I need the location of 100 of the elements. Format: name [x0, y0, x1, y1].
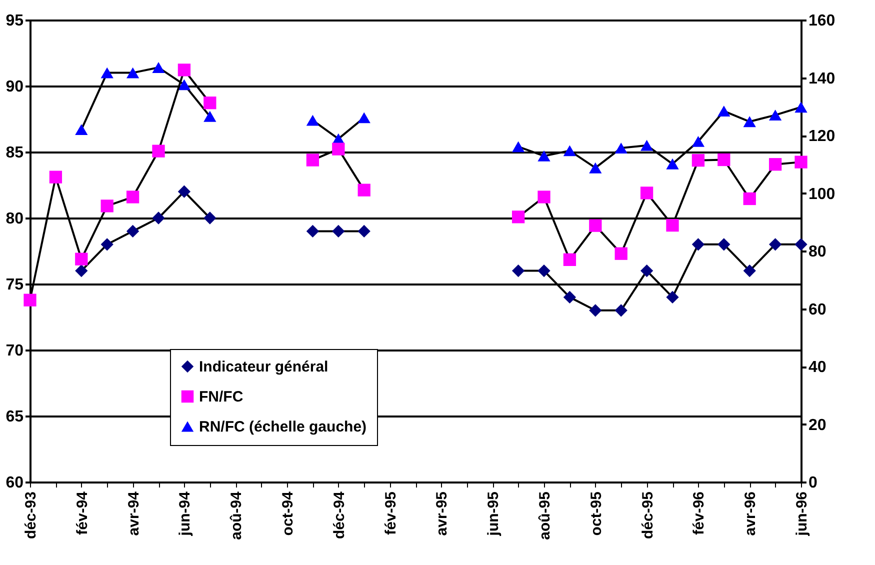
y2-tick-label: 60 — [808, 301, 826, 318]
y2-tick-label: 80 — [808, 244, 826, 260]
point — [538, 264, 550, 278]
point — [178, 185, 191, 198]
point — [692, 136, 705, 147]
point — [718, 153, 730, 166]
point — [512, 210, 525, 224]
point — [640, 140, 654, 151]
point — [75, 252, 88, 266]
point — [204, 212, 216, 224]
point — [743, 116, 756, 128]
point — [126, 67, 140, 78]
x-tick-label: avr-96 — [742, 492, 760, 536]
point — [692, 238, 705, 251]
point — [358, 112, 370, 124]
y2-tick-label: 160 — [808, 12, 836, 30]
y2-tick-label: 140 — [808, 70, 836, 88]
x-tick-label: jun-94 — [176, 490, 194, 537]
point — [563, 145, 576, 156]
legend-label: Indicateur général — [199, 358, 328, 376]
point — [75, 124, 88, 136]
point — [794, 156, 808, 168]
point — [306, 114, 320, 126]
point — [666, 158, 679, 170]
x-tick-label: avr-94 — [125, 490, 142, 536]
point — [718, 238, 730, 251]
point — [100, 238, 114, 251]
point — [614, 247, 628, 260]
y-tick-label: 90 — [6, 78, 24, 96]
point — [640, 186, 654, 200]
x-tick-label: jun-96 — [794, 492, 810, 537]
point — [563, 253, 576, 266]
point — [358, 184, 370, 196]
point — [718, 106, 730, 117]
point — [178, 64, 191, 76]
point — [306, 154, 320, 166]
x-tick-label: fév-95 — [382, 492, 400, 535]
point — [152, 144, 165, 158]
x-tick-label: déc-95 — [639, 492, 656, 540]
point — [512, 141, 525, 152]
point — [178, 79, 191, 90]
point — [152, 212, 165, 224]
y-tick-label: 70 — [6, 342, 24, 360]
point — [332, 224, 345, 238]
point — [768, 110, 782, 121]
point — [126, 224, 140, 238]
point — [204, 110, 216, 122]
point — [152, 62, 165, 73]
point — [743, 192, 756, 206]
x-tick-label: fév-96 — [690, 492, 708, 535]
point — [563, 290, 576, 304]
point — [666, 290, 679, 304]
x-tick-label: déc-93 — [22, 492, 40, 540]
point — [589, 219, 602, 232]
point — [49, 170, 62, 184]
x-tick-label: jun-95 — [485, 492, 502, 537]
y-tick-label: 65 — [6, 408, 24, 426]
point — [358, 224, 370, 238]
point — [589, 162, 602, 174]
point — [24, 294, 36, 306]
point — [332, 142, 345, 156]
x-tick-label: fév-94 — [74, 490, 91, 535]
y-tick-label: 75 — [6, 276, 24, 294]
point — [512, 264, 525, 278]
y-tick-label: 80 — [6, 210, 24, 228]
x-tick-label: aoû-94 — [228, 490, 246, 540]
point — [666, 218, 679, 232]
x-tick-label: avr-95 — [434, 492, 451, 536]
x-tick-label: oct-95 — [588, 492, 605, 536]
point — [743, 264, 756, 278]
point — [794, 238, 808, 251]
point — [794, 102, 808, 113]
y2-tick-label: 20 — [808, 416, 826, 434]
legend-label: FN/FC — [199, 388, 244, 406]
legend-label: RN/FC (échelle gauche) — [199, 418, 367, 436]
point — [204, 96, 216, 110]
point — [768, 238, 782, 251]
y2-tick-label: 120 — [808, 128, 836, 145]
x-tick-label: aoû-95 — [536, 492, 554, 540]
point — [126, 190, 140, 204]
point — [614, 304, 628, 317]
point — [306, 224, 320, 238]
point — [100, 200, 114, 212]
point — [75, 264, 88, 278]
y2-tick-label: 40 — [808, 359, 826, 376]
y-tick-label: 60 — [6, 474, 24, 492]
point — [589, 304, 602, 317]
point — [614, 142, 628, 154]
x-tick-label: déc-94 — [330, 490, 348, 540]
point — [100, 67, 114, 78]
y2-tick-label: 0 — [808, 474, 818, 492]
y-tick-label: 95 — [6, 12, 24, 30]
x-tick-label: oct-94 — [280, 490, 296, 536]
y-tick-label: 85 — [6, 144, 24, 162]
y2-tick-label: 100 — [808, 186, 836, 203]
point — [768, 158, 782, 171]
point — [538, 190, 550, 204]
point — [640, 264, 654, 278]
point — [538, 150, 550, 162]
point — [692, 154, 705, 167]
